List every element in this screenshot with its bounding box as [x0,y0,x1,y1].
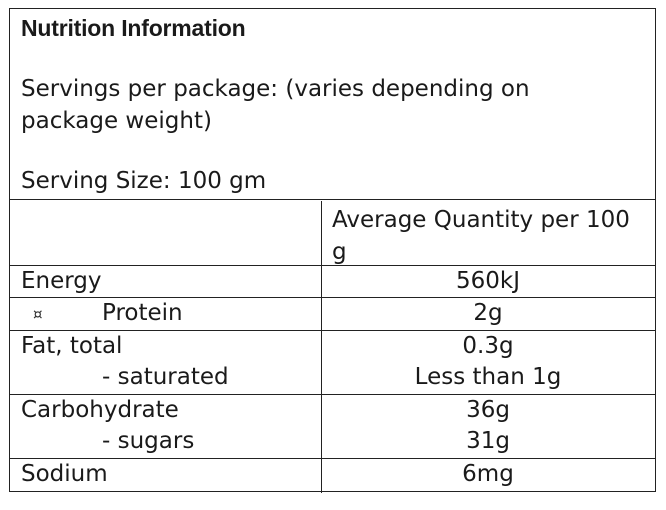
serving-size: Serving Size: 100 gm [21,168,267,194]
row-label-fat-total: Fat, total [21,333,123,359]
servings-per-package: Servings per package: (varies depending … [21,76,530,134]
row-value-sugars: 31g [466,428,510,454]
row-value-carbohydrate: 36g [466,397,510,423]
nutrition-panel: Nutrition Information Servings per packa… [9,8,656,493]
divider [10,394,655,395]
row-value-protein: 2g [473,300,503,326]
row-label-sugars: - sugars [102,428,195,454]
row-label-saturated: - saturated [102,364,229,390]
row-value-sodium: 6mg [462,461,514,487]
divider [10,199,655,200]
column-header: Average Quantity per 100 g [332,207,630,265]
divider [10,458,655,459]
panel-title: Nutrition Information [21,15,246,41]
row-label-sodium: Sodium [21,461,108,487]
row-value-saturated: Less than 1g [414,364,562,390]
row-label-protein: Protein [102,300,183,326]
row-value-energy: 560kJ [455,268,520,294]
column-divider [321,201,322,267]
row-value-fat-total: 0.3g [462,333,514,359]
divider [10,297,655,298]
divider [10,265,655,266]
divider [10,330,655,331]
row-label-carbohydrate: Carbohydrate [21,397,179,423]
bullet-icon: ¤ [33,305,43,323]
column-divider [321,267,322,493]
row-label-energy: Energy [21,268,102,294]
